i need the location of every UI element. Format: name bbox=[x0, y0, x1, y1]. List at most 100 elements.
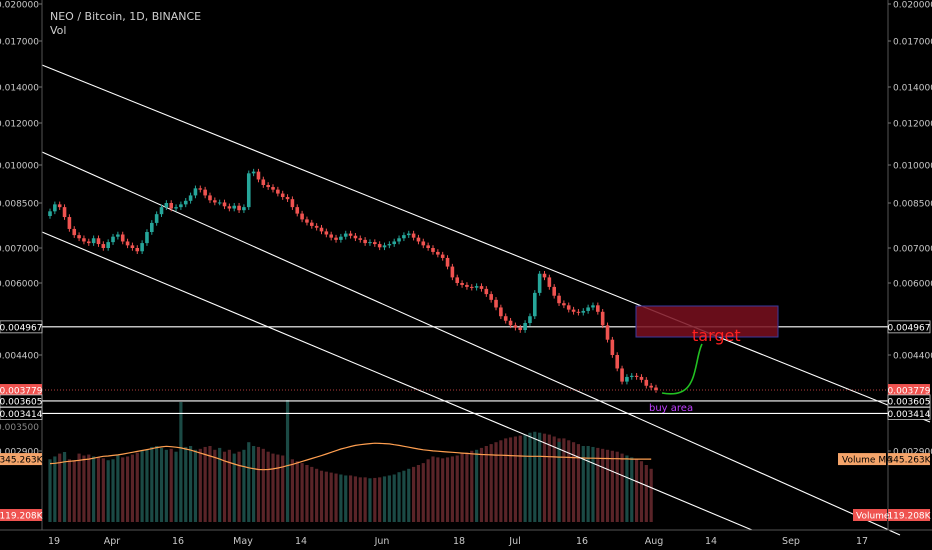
volume-bar bbox=[518, 435, 522, 522]
volume-bar bbox=[237, 451, 241, 522]
candle-body bbox=[72, 228, 77, 236]
annotations: target buy area bbox=[635, 305, 779, 414]
candle-body bbox=[266, 185, 270, 188]
candles bbox=[48, 168, 658, 393]
volume-bar bbox=[130, 454, 135, 522]
volume-bar bbox=[213, 449, 217, 522]
volume-bar bbox=[499, 440, 503, 522]
volume-bar bbox=[591, 446, 595, 522]
volume-bar bbox=[484, 446, 488, 522]
candle-body bbox=[586, 307, 590, 311]
volume-bar bbox=[92, 456, 96, 522]
volume-bar bbox=[101, 458, 105, 522]
candle-body bbox=[246, 173, 251, 208]
volume-bar bbox=[193, 449, 198, 522]
candle-body bbox=[576, 311, 581, 313]
volume-bar bbox=[368, 478, 372, 522]
candle-body bbox=[474, 286, 479, 288]
candle-body bbox=[460, 283, 464, 285]
vol-badge-right-bg bbox=[888, 509, 930, 521]
right-tick-label: 0.006000 bbox=[893, 280, 932, 290]
volume-bar bbox=[513, 436, 518, 522]
vol-ma-badge: 345.263K bbox=[0, 456, 44, 466]
volume-spike bbox=[179, 402, 183, 522]
candle-body bbox=[533, 292, 537, 317]
volume-bar bbox=[571, 442, 576, 522]
candle-body bbox=[469, 286, 474, 288]
vol-ma-badge-bg bbox=[0, 453, 42, 466]
volume-bar bbox=[397, 472, 401, 522]
time-tick-label: Jun bbox=[374, 536, 390, 547]
volume-bar bbox=[635, 459, 639, 522]
volume-bar bbox=[508, 437, 513, 522]
candle-body bbox=[242, 207, 246, 211]
time-tick-label: 19 bbox=[48, 536, 60, 547]
candle-body bbox=[600, 311, 605, 326]
candle-body bbox=[62, 207, 67, 218]
volume-bar bbox=[329, 472, 333, 522]
candle-body bbox=[465, 284, 469, 287]
right-tick-label: 0.004400 bbox=[893, 352, 932, 362]
volume-bar bbox=[576, 444, 581, 522]
volume-spike bbox=[62, 452, 67, 522]
candle-body bbox=[406, 233, 411, 236]
volume-bar bbox=[363, 477, 367, 522]
candle-body bbox=[523, 323, 527, 331]
volume-bar bbox=[145, 449, 149, 522]
candle-body bbox=[387, 244, 392, 246]
volume-bar bbox=[295, 461, 299, 522]
candle-body bbox=[440, 254, 445, 258]
volume-bar bbox=[208, 446, 212, 522]
volume-bar bbox=[373, 477, 377, 522]
volume-bar bbox=[198, 448, 202, 522]
volume-bar bbox=[348, 475, 353, 522]
volume-bar bbox=[222, 451, 227, 522]
candle-body bbox=[82, 238, 86, 242]
volume-bar bbox=[96, 457, 101, 522]
volume-bar bbox=[150, 446, 154, 522]
candle-body bbox=[232, 205, 237, 209]
candle-body bbox=[382, 245, 387, 248]
candle-body bbox=[625, 376, 629, 382]
candle-body bbox=[96, 238, 101, 245]
volume-bar bbox=[266, 451, 270, 522]
vol-badge-bg bbox=[0, 509, 42, 521]
candle-body bbox=[150, 222, 154, 233]
candle-body bbox=[319, 227, 324, 232]
candle-body bbox=[285, 197, 290, 200]
candle-body bbox=[261, 179, 266, 186]
volume-bar bbox=[164, 449, 168, 522]
candle-body bbox=[479, 286, 484, 289]
volume-bar bbox=[334, 473, 338, 522]
volume-bar bbox=[601, 448, 605, 522]
time-tick-label: 16 bbox=[172, 536, 184, 547]
volume-bar bbox=[344, 475, 348, 522]
price-badge-high-bg bbox=[887, 320, 931, 334]
candle-body bbox=[373, 242, 377, 245]
volume-bar bbox=[140, 450, 144, 522]
volume-bar bbox=[315, 468, 319, 522]
volume-bar bbox=[450, 456, 454, 522]
candle-body bbox=[256, 171, 261, 180]
candle-body bbox=[91, 238, 96, 244]
right-tick-label: 0.007000 bbox=[893, 245, 932, 255]
volume-bar bbox=[358, 477, 362, 522]
price-badge-current-bg bbox=[0, 384, 42, 397]
candle-body bbox=[334, 237, 338, 240]
volume-bar bbox=[523, 434, 527, 522]
volume-bar bbox=[605, 449, 610, 522]
volume-bars bbox=[48, 400, 653, 522]
volume-bar bbox=[339, 474, 343, 522]
candle-body bbox=[358, 238, 363, 240]
candle-body bbox=[581, 310, 586, 313]
volume-bar bbox=[479, 447, 484, 522]
volume-bar bbox=[353, 476, 358, 522]
time-tick-label: 14 bbox=[295, 536, 307, 547]
volume-bar bbox=[174, 451, 178, 522]
price-badge-high: 0.004967 bbox=[888, 323, 931, 333]
volume-bar bbox=[615, 451, 619, 522]
candle-body bbox=[130, 245, 135, 248]
volume-bar bbox=[547, 434, 551, 522]
volume-bar bbox=[72, 460, 76, 522]
